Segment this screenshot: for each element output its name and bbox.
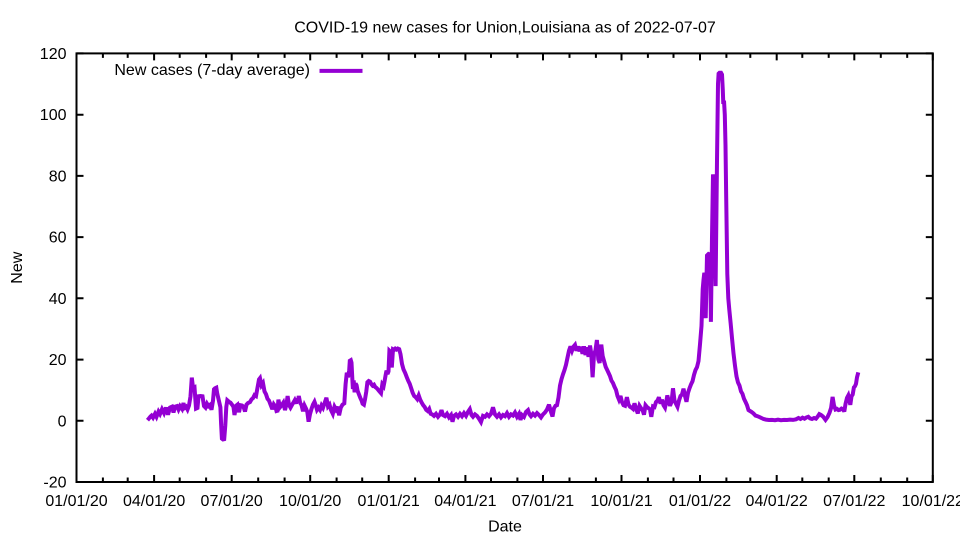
svg-text:04/01/20: 04/01/20	[123, 493, 185, 510]
svg-text:01/01/20: 01/01/20	[45, 493, 107, 510]
svg-text:10/01/22: 10/01/22	[902, 493, 960, 510]
svg-text:-20: -20	[43, 475, 66, 492]
svg-text:01/01/22: 01/01/22	[669, 493, 731, 510]
svg-text:04/01/21: 04/01/21	[434, 493, 496, 510]
svg-text:New cases (7-day average): New cases (7-day average)	[114, 62, 310, 79]
svg-text:New: New	[9, 251, 26, 283]
svg-text:10/01/20: 10/01/20	[279, 493, 341, 510]
svg-text:01/01/21: 01/01/21	[358, 493, 420, 510]
svg-text:10/01/21: 10/01/21	[590, 493, 652, 510]
svg-text:07/01/21: 07/01/21	[512, 493, 574, 510]
svg-text:0: 0	[58, 413, 67, 430]
svg-text:04/01/22: 04/01/22	[746, 493, 808, 510]
svg-text:07/01/20: 07/01/20	[201, 493, 263, 510]
svg-text:07/01/22: 07/01/22	[823, 493, 885, 510]
svg-text:80: 80	[49, 168, 67, 185]
svg-text:20: 20	[49, 352, 67, 369]
svg-text:60: 60	[49, 230, 67, 247]
svg-text:100: 100	[40, 107, 67, 124]
svg-text:Date: Date	[488, 519, 522, 536]
svg-text:120: 120	[40, 46, 67, 63]
svg-text:40: 40	[49, 291, 67, 308]
svg-text:COVID-19 new cases for Union,L: COVID-19 new cases for Union,Louisiana a…	[294, 20, 716, 37]
